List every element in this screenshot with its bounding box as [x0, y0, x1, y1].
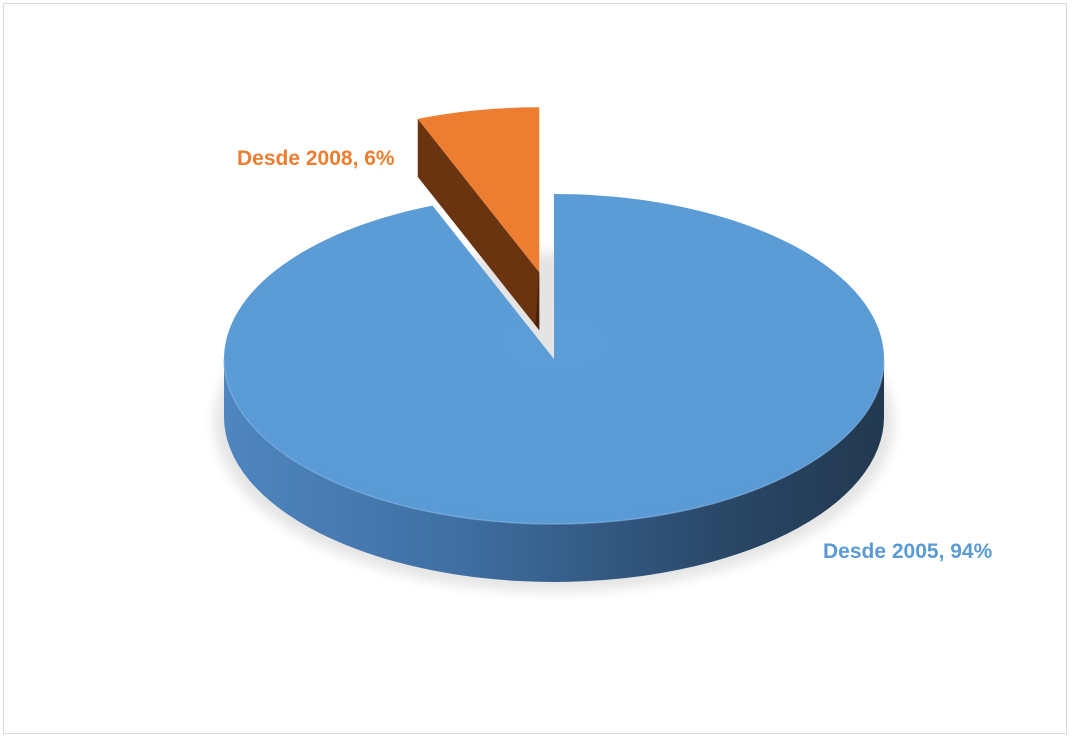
chart-frame: Desde 2008, 6% Desde 2005, 94% [3, 3, 1067, 734]
pie-chart: Desde 2008, 6% Desde 2005, 94% [214, 107, 993, 592]
slice-desde-2005-top [224, 194, 885, 524]
data-label-desde-2008: Desde 2008, 6% [237, 147, 395, 170]
data-label-desde-2005: Desde 2005, 94% [823, 540, 993, 563]
slice-desde-2005-rim [223, 358, 885, 525]
slice-desde-2005 [223, 194, 885, 582]
slice-desde-2008-cut-face-edge [535, 272, 540, 331]
slice-desde-2008 [417, 107, 540, 331]
slice-desde-2005-side [224, 359, 884, 582]
slice-desde-2008-cut-face [417, 118, 540, 331]
slice-desde-2008-top [417, 107, 540, 273]
